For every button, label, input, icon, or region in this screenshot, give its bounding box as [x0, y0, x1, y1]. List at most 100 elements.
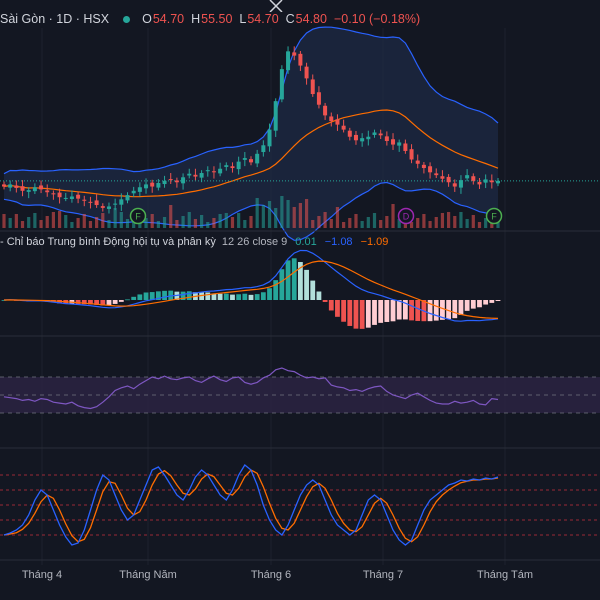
- rsi-pane: [0, 367, 600, 414]
- macd-histogram-bar: [409, 300, 414, 321]
- volume-bar: [385, 216, 389, 228]
- candle-body: [57, 192, 62, 198]
- volume-bar: [193, 219, 198, 228]
- macd-histogram-bar: [180, 291, 186, 300]
- macd-header: - Chỉ báo Trung bình Động hội tụ và phân…: [0, 235, 388, 249]
- candle-body: [335, 119, 340, 125]
- bollinger-lower: [3, 181, 499, 241]
- bollinger-bands: [0, 26, 600, 241]
- volume-bar: [169, 205, 173, 228]
- volume-bar: [477, 222, 482, 228]
- macd-histogram-bar: [155, 291, 161, 300]
- candle-body: [144, 184, 149, 189]
- candle-body: [162, 180, 167, 185]
- volume-bar: [70, 222, 74, 228]
- macd-histogram-bar: [378, 300, 384, 323]
- volume-bar: [218, 214, 222, 228]
- candle-body: [174, 180, 179, 183]
- volume-bar: [348, 218, 352, 228]
- macd-histogram-bar: [94, 300, 100, 305]
- candle-body: [471, 176, 476, 181]
- macd-histogram-bar: [267, 288, 272, 300]
- macd-histogram-bar: [230, 294, 235, 300]
- volume-bar: [138, 222, 142, 228]
- stochastic-pane: [0, 464, 600, 546]
- macd-histogram-bar: [260, 292, 266, 300]
- candle-body: [20, 186, 25, 191]
- macd-line: [3, 249, 499, 322]
- candle-body: [496, 180, 500, 184]
- low-label: L: [239, 12, 247, 26]
- volume-bar: [459, 212, 463, 228]
- volume-bar: [20, 221, 25, 228]
- x-label-may: Tháng Năm: [119, 569, 177, 581]
- signal-value: −1.09: [360, 236, 389, 248]
- macd-title[interactable]: - Chỉ báo Trung bình Động hội tụ và phân…: [0, 236, 216, 248]
- volume-bar: [434, 217, 438, 228]
- candle-body: [218, 168, 223, 174]
- macd-histogram-bar: [464, 300, 470, 311]
- candle-body: [384, 136, 389, 141]
- macd-histogram-bar: [211, 293, 217, 300]
- macd-histogram-bar: [1, 300, 7, 301]
- candle-body: [409, 149, 414, 160]
- macd-histogram-bar: [149, 292, 155, 300]
- candle-body: [76, 194, 81, 199]
- bollinger-upper: [3, 26, 499, 175]
- event-marker-label: F: [491, 212, 497, 222]
- candle-body: [181, 177, 186, 184]
- macd-histogram-bar: [248, 294, 254, 300]
- symbol-title[interactable]: Sài Gòn · 1D · HSX: [0, 12, 110, 26]
- macd-histogram-bar: [131, 296, 137, 300]
- volume-bar: [175, 220, 179, 228]
- candle-body: [63, 197, 68, 199]
- volume-bar: [88, 221, 93, 228]
- candle-body: [45, 190, 50, 193]
- candle-body: [415, 160, 420, 164]
- candle-body: [434, 173, 439, 176]
- candle-body: [88, 201, 93, 203]
- volume-bar: [391, 204, 395, 228]
- event-marker-f: [129, 207, 147, 225]
- candle-body: [446, 176, 451, 183]
- x-label-august: Tháng Tám: [476, 569, 534, 581]
- volume-bar: [119, 212, 123, 228]
- volume-bar: [156, 221, 160, 228]
- volume-bar: [162, 217, 167, 228]
- volume-bar: [280, 196, 284, 228]
- volume-bar: [428, 221, 432, 228]
- candle-body: [94, 200, 99, 206]
- macd-histogram-bar: [205, 292, 211, 300]
- macd-histogram-bar: [254, 294, 260, 300]
- candle-body: [286, 51, 291, 71]
- volume-bar: [317, 216, 321, 228]
- macd-histogram-bar: [365, 300, 371, 328]
- macd-histogram-bar: [81, 300, 87, 305]
- volume-bar: [471, 215, 475, 228]
- candle-body: [353, 134, 358, 141]
- macd-histogram-bar: [415, 300, 421, 321]
- macd-histogram-bar: [75, 300, 81, 304]
- candle-body: [372, 132, 377, 135]
- pane-separators: [0, 230, 600, 561]
- macd-histogram-bar: [298, 262, 303, 300]
- volume-bar: [323, 212, 327, 228]
- macd-histogram-bar: [402, 300, 408, 320]
- candle-body: [230, 166, 235, 169]
- event-marker-d: [397, 207, 415, 225]
- macd-histogram-bar: [477, 300, 482, 308]
- candle-body: [378, 133, 383, 136]
- macd-histogram-bar: [440, 300, 445, 320]
- macd-histogram-bar: [458, 300, 464, 316]
- candle-body: [249, 159, 253, 163]
- volume-bar: [311, 220, 315, 228]
- candle-body: [236, 161, 241, 170]
- candle-body: [341, 125, 346, 130]
- candle-body: [360, 138, 365, 142]
- x-label-june: Tháng 6: [250, 569, 292, 581]
- candle-body: [489, 180, 494, 183]
- volume-bar: [212, 218, 216, 228]
- macd-histogram-bar: [199, 292, 204, 300]
- close-icon[interactable]: [268, 0, 284, 12]
